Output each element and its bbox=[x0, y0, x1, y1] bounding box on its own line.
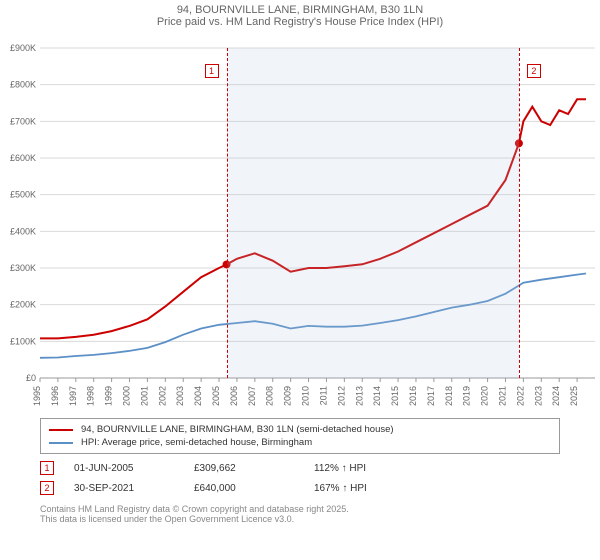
svg-text:2011: 2011 bbox=[318, 386, 328, 405]
svg-text:2001: 2001 bbox=[139, 386, 149, 406]
title-line1: 94, BOURNVILLE LANE, BIRMINGHAM, B30 1LN bbox=[0, 4, 600, 16]
sales-table: 1 01-JUN-2005 £309,662 112% ↑ HPI 2 30-SEP-20… bbox=[40, 458, 560, 498]
svg-text:£300K: £300K bbox=[10, 263, 36, 273]
credits-line2: This data is licensed under the Open Gov… bbox=[40, 514, 560, 524]
svg-text:2002: 2002 bbox=[157, 386, 167, 406]
credits: Contains HM Land Registry data © Crown c… bbox=[40, 504, 560, 524]
sale-row-1: 2 30-SEP-2021 £640,000 167% ↑ HPI bbox=[40, 478, 560, 498]
title-line2: Price paid vs. HM Land Registry's House … bbox=[0, 16, 600, 28]
svg-text:2000: 2000 bbox=[122, 386, 132, 406]
sale-price: £309,662 bbox=[194, 463, 294, 474]
legend-label: 94, BOURNVILLE LANE, BIRMINGHAM, B30 1LN… bbox=[81, 424, 394, 435]
svg-text:2007: 2007 bbox=[247, 386, 257, 406]
svg-text:2025: 2025 bbox=[569, 386, 579, 406]
svg-text:1995: 1995 bbox=[32, 386, 42, 406]
svg-text:1998: 1998 bbox=[86, 386, 96, 406]
credits-line1: Contains HM Land Registry data © Crown c… bbox=[40, 504, 560, 514]
svg-text:£100K: £100K bbox=[10, 336, 36, 346]
svg-text:£500K: £500K bbox=[10, 190, 36, 200]
sale-marker: 2 bbox=[40, 481, 54, 495]
shaded-band bbox=[227, 48, 519, 378]
marker-line-1 bbox=[227, 48, 228, 378]
sale-pct: 167% ↑ HPI bbox=[314, 483, 367, 494]
sale-price: £640,000 bbox=[194, 483, 294, 494]
marker-line-2 bbox=[519, 48, 520, 378]
svg-text:2013: 2013 bbox=[354, 386, 364, 406]
legend-swatch bbox=[49, 442, 73, 444]
svg-text:1999: 1999 bbox=[104, 386, 114, 406]
svg-text:2010: 2010 bbox=[301, 386, 311, 406]
marker-box-1: 1 bbox=[205, 64, 219, 78]
svg-text:2005: 2005 bbox=[211, 386, 221, 406]
svg-text:2006: 2006 bbox=[229, 386, 239, 406]
svg-text:£400K: £400K bbox=[10, 226, 36, 236]
sale-row-0: 1 01-JUN-2005 £309,662 112% ↑ HPI bbox=[40, 458, 560, 478]
svg-text:£800K: £800K bbox=[10, 80, 36, 90]
marker-box-2: 2 bbox=[527, 64, 541, 78]
legend-label: HPI: Average price, semi-detached house,… bbox=[81, 437, 312, 448]
legend-row-0: 94, BOURNVILLE LANE, BIRMINGHAM, B30 1LN… bbox=[49, 423, 551, 436]
chart-title: 94, BOURNVILLE LANE, BIRMINGHAM, B30 1LN… bbox=[0, 0, 600, 30]
chart-area: £0 £100K £200K £300K £400K £500K £600K £700K £80… bbox=[0, 30, 600, 412]
svg-text:1997: 1997 bbox=[68, 386, 78, 406]
legend: 94, BOURNVILLE LANE, BIRMINGHAM, B30 1LN… bbox=[40, 418, 560, 454]
svg-text:2019: 2019 bbox=[462, 386, 472, 406]
svg-text:£700K: £700K bbox=[10, 116, 36, 126]
svg-text:1996: 1996 bbox=[50, 386, 60, 406]
svg-text:2008: 2008 bbox=[265, 386, 275, 406]
svg-text:2003: 2003 bbox=[175, 386, 185, 406]
svg-text:2009: 2009 bbox=[283, 386, 293, 406]
svg-text:2012: 2012 bbox=[336, 386, 346, 406]
svg-text:2015: 2015 bbox=[390, 386, 400, 406]
svg-text:2021: 2021 bbox=[497, 386, 507, 406]
svg-text:£0: £0 bbox=[26, 373, 36, 383]
svg-text:2018: 2018 bbox=[444, 386, 454, 406]
svg-text:2024: 2024 bbox=[551, 386, 561, 406]
svg-text:2014: 2014 bbox=[372, 386, 382, 406]
sale-marker: 1 bbox=[40, 461, 54, 475]
svg-text:£600K: £600K bbox=[10, 153, 36, 163]
sale-pct: 112% ↑ HPI bbox=[314, 463, 366, 474]
svg-text:2022: 2022 bbox=[515, 386, 525, 406]
svg-text:2023: 2023 bbox=[533, 386, 543, 406]
svg-text:£900K: £900K bbox=[10, 43, 36, 53]
svg-text:2017: 2017 bbox=[426, 386, 436, 406]
svg-text:£200K: £200K bbox=[10, 300, 36, 310]
svg-text:2004: 2004 bbox=[193, 386, 203, 406]
legend-row-1: HPI: Average price, semi-detached house,… bbox=[49, 436, 551, 449]
svg-text:2020: 2020 bbox=[480, 386, 490, 406]
legend-swatch bbox=[49, 429, 73, 431]
sale-date: 30-SEP-2021 bbox=[74, 483, 174, 494]
sale-date: 01-JUN-2005 bbox=[74, 463, 174, 474]
svg-text:2016: 2016 bbox=[408, 386, 418, 406]
